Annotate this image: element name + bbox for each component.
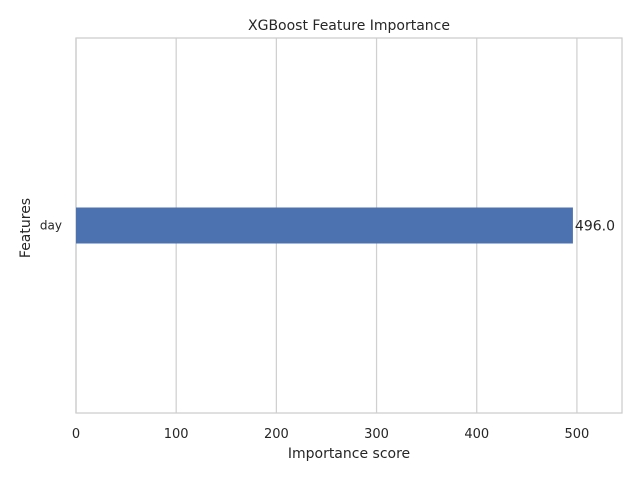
x-tick-label: 100: [164, 427, 189, 442]
chart-title: XGBoost Feature Importance: [248, 18, 450, 34]
x-tick-label: 400: [464, 427, 489, 442]
x-tick-label: 0: [72, 427, 80, 442]
tick-labels: 0 100 200 300 400 500 day: [40, 219, 589, 443]
y-tick-label: day: [40, 219, 62, 233]
x-tick-label: 500: [565, 427, 590, 442]
bar-day: [76, 207, 573, 244]
y-axis-label: Features: [18, 198, 34, 258]
bar-value-label: 496.0: [575, 219, 615, 235]
x-axis-label: Importance score: [288, 446, 410, 462]
bars: 496.0: [76, 207, 615, 244]
x-tick-label: 200: [264, 427, 289, 442]
x-tick-label: 300: [364, 427, 389, 442]
